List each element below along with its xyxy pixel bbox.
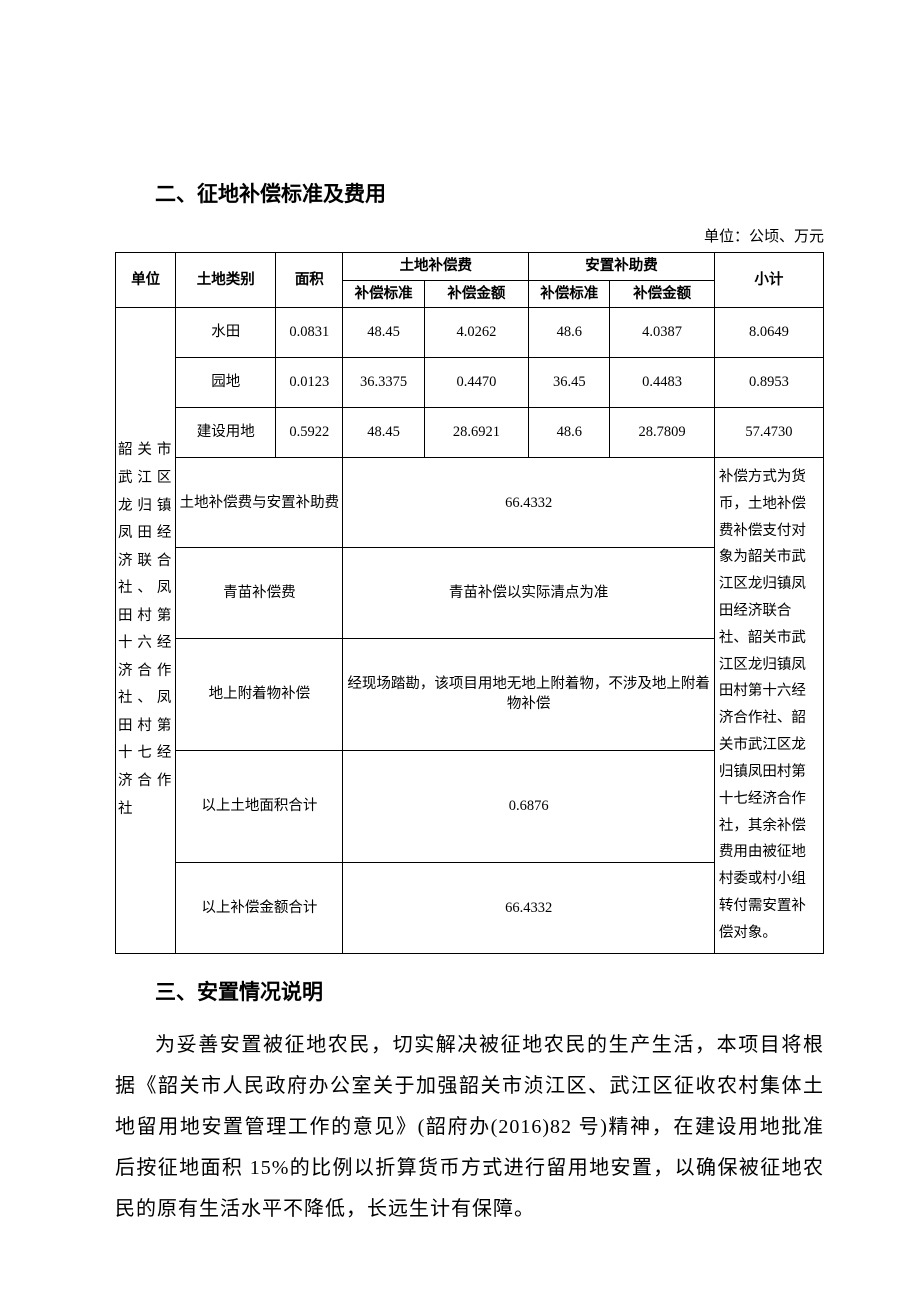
cell-area: 0.5922 [276, 407, 343, 457]
table-row: 韶关市武江区龙归镇凤田经济联合社、凤田村第十六经济合作社、凤田村第十七经济合作社… [116, 307, 824, 357]
cell-amt1: 4.0262 [424, 307, 528, 357]
compensation-table: 单位 土地类别 面积 土地补偿费 安置补助费 小计 补偿标准 补偿金额 补偿标准… [115, 252, 824, 953]
cell-amt2: 28.7809 [610, 407, 714, 457]
hdr-std-1: 补偿标准 [343, 280, 424, 307]
cell-sub: 0.8953 [714, 357, 823, 407]
seedling-label: 青苗补偿费 [176, 548, 343, 638]
cell-amt2: 4.0387 [610, 307, 714, 357]
table-row: 园地 0.0123 36.3375 0.4470 36.45 0.4483 0.… [116, 357, 824, 407]
cell-amt1: 28.6921 [424, 407, 528, 457]
hdr-std-2: 补偿标准 [529, 280, 610, 307]
cell-std1: 36.3375 [343, 357, 424, 407]
hdr-subtotal: 小计 [714, 253, 823, 308]
cell-type: 建设用地 [176, 407, 276, 457]
unit-cell: 韶关市武江区龙归镇凤田经济联合社、凤田村第十六经济合作社、凤田村第十七经济合作社 [116, 307, 176, 953]
hdr-landcomp: 土地补偿费 [343, 253, 529, 280]
cell-std1: 48.45 [343, 407, 424, 457]
cell-std2: 48.6 [529, 407, 610, 457]
cell-amt2: 0.4483 [610, 357, 714, 407]
cell-amt1: 0.4470 [424, 357, 528, 407]
totalsum-label: 以上补偿金额合计 [176, 863, 343, 953]
sum1-val: 66.4332 [343, 457, 714, 547]
table-header-row-1: 单位 土地类别 面积 土地补偿费 安置补助费 小计 [116, 253, 824, 280]
hdr-unit: 单位 [116, 253, 176, 308]
seedling-val: 青苗补偿以实际清点为准 [343, 548, 714, 638]
desc-cell: 补偿方式为货币，土地补偿费补偿支付对象为韶关市武江区龙归镇凤田经济联合社、韶关市… [714, 457, 823, 953]
cell-type: 水田 [176, 307, 276, 357]
cell-type: 园地 [176, 357, 276, 407]
areasum-label: 以上土地面积合计 [176, 751, 343, 863]
table-row: 土地补偿费与安置补助费 66.4332 补偿方式为货币，土地补偿费补偿支付对象为… [116, 457, 824, 547]
cell-area: 0.0123 [276, 357, 343, 407]
sum1-label: 土地补偿费与安置补助费 [176, 457, 343, 547]
table-row: 建设用地 0.5922 48.45 28.6921 48.6 28.7809 5… [116, 407, 824, 457]
totalsum-val: 66.4332 [343, 863, 714, 953]
hdr-settle: 安置补助费 [529, 253, 715, 280]
cell-sub: 57.4730 [714, 407, 823, 457]
hdr-area: 面积 [276, 253, 343, 308]
attach-label: 地上附着物补偿 [176, 638, 343, 750]
hdr-amt-2: 补偿金额 [610, 280, 714, 307]
section-heading-3: 三、安置情况说明 [155, 978, 824, 1007]
cell-std2: 48.6 [529, 307, 610, 357]
cell-area: 0.0831 [276, 307, 343, 357]
hdr-amt-1: 补偿金额 [424, 280, 528, 307]
settlement-paragraph: 为妥善安置被征地农民，切实解决被征地农民的生产生活，本项目将根据《韶关市人民政府… [115, 1025, 824, 1230]
cell-sub: 8.0649 [714, 307, 823, 357]
areasum-val: 0.6876 [343, 751, 714, 863]
attach-val: 经现场踏勘，该项目用地无地上附着物，不涉及地上附着物补偿 [343, 638, 714, 750]
unit-label: 单位：公顷、万元 [115, 227, 824, 248]
cell-std2: 36.45 [529, 357, 610, 407]
cell-std1: 48.45 [343, 307, 424, 357]
hdr-landtype: 土地类别 [176, 253, 276, 308]
section-heading-2: 二、征地补偿标准及费用 [155, 180, 824, 209]
